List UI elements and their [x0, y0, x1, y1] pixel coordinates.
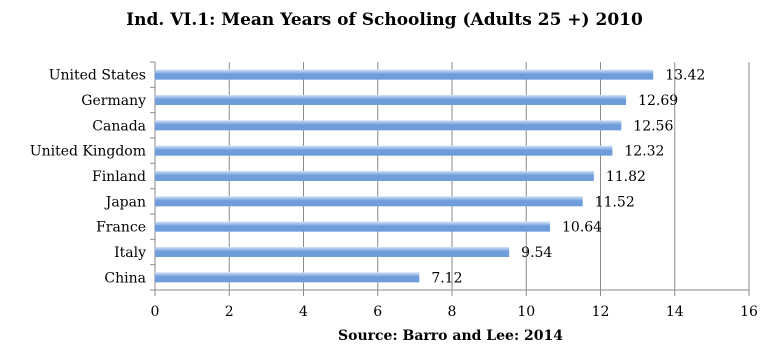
bar-japan [155, 196, 583, 206]
bar-united-kingdom [155, 146, 612, 156]
value-label: 11.52 [595, 194, 635, 210]
value-label: 12.69 [638, 93, 678, 109]
bar-germany [155, 95, 626, 105]
x-tick-label: 8 [448, 304, 457, 320]
bar-canada [155, 120, 621, 130]
category-label: Finland [92, 169, 146, 185]
value-label: 9.54 [521, 245, 552, 261]
x-tick-label: 12 [592, 304, 610, 320]
x-tick-label: 16 [740, 304, 758, 320]
value-label: 11.82 [606, 169, 646, 185]
x-tick-label: 10 [517, 304, 535, 320]
value-label: 13.42 [665, 68, 705, 84]
category-label: United States [49, 68, 146, 84]
category-label: France [96, 220, 146, 236]
value-label: 12.32 [624, 144, 664, 160]
x-tick-label: 14 [666, 304, 684, 320]
bar-finland [155, 171, 594, 181]
bar-united-states [155, 70, 653, 80]
value-label: 12.56 [633, 118, 673, 134]
value-label: 10.64 [562, 220, 602, 236]
bar-china [155, 272, 419, 282]
category-label: Germany [81, 93, 146, 109]
x-tick-label: 4 [299, 304, 308, 320]
bar-france [155, 222, 550, 232]
x-tick-label: 0 [151, 304, 160, 320]
x-tick-label: 2 [225, 304, 234, 320]
chart-source: Source: Barro and Lee: 2014 [152, 328, 749, 344]
category-label: Italy [114, 245, 146, 261]
category-label: Japan [104, 194, 146, 210]
category-label: Canada [92, 118, 146, 134]
bars [155, 70, 653, 283]
x-tick-label: 6 [373, 304, 382, 320]
value-label: 7.12 [431, 270, 462, 286]
bar-italy [155, 247, 509, 257]
category-label: United Kingdom [30, 144, 146, 160]
category-label: China [104, 270, 146, 286]
